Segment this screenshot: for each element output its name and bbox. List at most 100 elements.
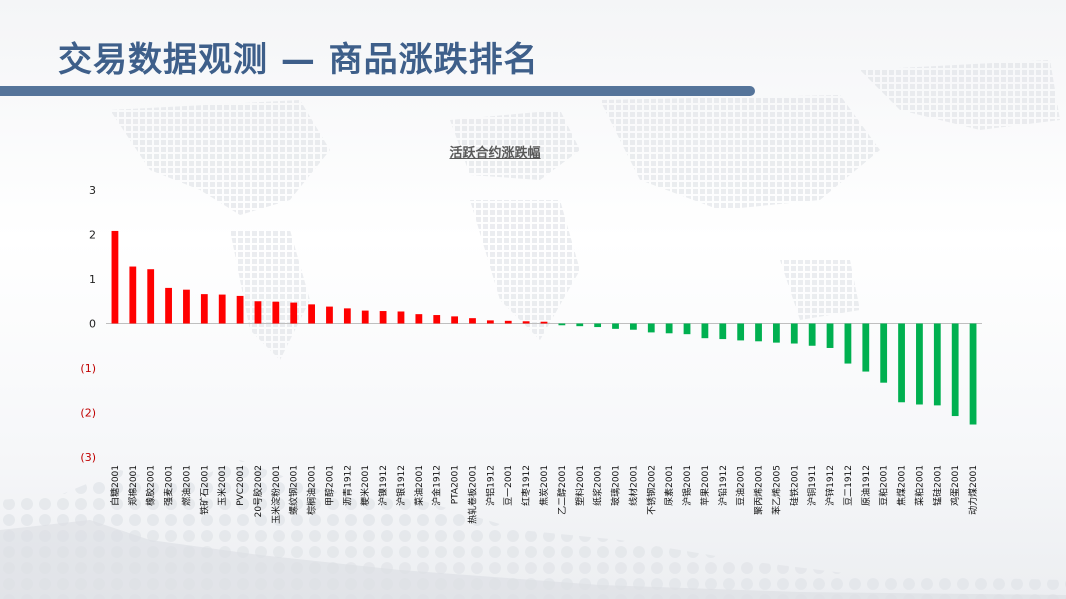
x-tick-label: 沪铅1912 (717, 465, 729, 506)
y-tick-label: (1) (80, 362, 96, 375)
x-tick-label: 菜油2001 (413, 465, 425, 506)
x-tick-label: PTA2001 (451, 465, 461, 504)
bar (951, 323, 959, 417)
bar (755, 323, 762, 342)
x-tick-label: 沪铜1911 (806, 465, 818, 506)
x-tick-label: 菜粕2001 (913, 465, 925, 506)
bar (290, 302, 298, 324)
x-tick-label: 棕榈油2001 (306, 465, 318, 515)
x-tick-label: 焦炭2001 (538, 465, 550, 506)
bar (129, 266, 137, 324)
bar (790, 323, 798, 344)
x-tick-label: 沪锡2001 (681, 465, 693, 506)
x-tick-label: 粳米2001 (359, 465, 371, 506)
x-tick-label: 鸡蛋2001 (949, 465, 961, 506)
x-tick-label: 沪锌1912 (824, 465, 836, 506)
x-tick-label: 塑料2001 (574, 465, 586, 506)
bar (379, 311, 387, 324)
x-tick-label: 豆粕2001 (878, 465, 890, 506)
bar (415, 314, 423, 324)
x-tick-label: 热轧卷板2001 (466, 465, 478, 524)
x-tick-label: 燃油2001 (180, 465, 192, 506)
bar (397, 311, 405, 324)
y-tick-label: 2 (89, 229, 96, 242)
x-tick-label: 沪铝1912 (484, 465, 496, 506)
x-tick-label: 玉米淀粉2001 (270, 465, 282, 524)
bar (933, 323, 941, 406)
x-tick-label: 沥青1912 (341, 465, 353, 506)
bar (576, 323, 584, 327)
bar (147, 269, 155, 324)
x-tick-label: 豆一2001 (503, 465, 514, 506)
x-tick-label: 苹果2001 (699, 465, 711, 506)
page-title: 交易数据观测 — 商品涨跌排名 (58, 40, 539, 80)
bar (969, 323, 977, 425)
bar (665, 323, 673, 334)
x-tick-label: 白糖2001 (109, 465, 121, 506)
x-tick-label: 原油1912 (860, 465, 872, 506)
bar (236, 295, 244, 324)
x-tick-label: 沪镍1912 (377, 465, 389, 506)
bar (701, 323, 709, 339)
bar (254, 301, 262, 324)
bar (451, 316, 459, 324)
x-tick-label: 硅铁2001 (788, 465, 800, 506)
x-tick-label: 甲醇2001 (323, 465, 335, 506)
bar (308, 304, 315, 324)
x-tick-label: 沪银1912 (395, 465, 407, 506)
x-tick-label: 乙二醇2001 (556, 465, 568, 515)
bar (540, 321, 548, 324)
x-tick-label: 豆二1912 (843, 465, 854, 506)
bar (647, 323, 655, 333)
bar (326, 306, 333, 324)
y-tick-label: 3 (89, 184, 96, 197)
x-tick-label: 锰硅2001 (931, 465, 943, 506)
bar (361, 310, 369, 324)
bar (898, 323, 905, 403)
chart-title: 活跃合约涨跌幅 (449, 146, 541, 161)
x-tick-label: 强麦2001 (163, 465, 175, 506)
x-tick-label: 橡胶2001 (145, 465, 157, 506)
bar (522, 321, 530, 324)
bar (469, 318, 476, 324)
bar (737, 323, 745, 341)
x-tick-label: 聚丙烯2001 (753, 465, 765, 515)
bar (612, 323, 619, 329)
x-tick-label: 铁矿石2001 (198, 465, 210, 515)
bar (683, 323, 691, 335)
x-tick-label: 玉米2001 (216, 465, 228, 506)
x-tick-label: 苯乙烯2005 (770, 465, 782, 515)
bar (862, 323, 870, 372)
bar (433, 315, 441, 324)
bar (183, 289, 190, 324)
x-tick-label: 线材2001 (627, 465, 639, 506)
x-tick-label: 豆油2001 (735, 465, 747, 506)
y-tick-label: 1 (89, 273, 96, 286)
y-tick-label: 0 (89, 318, 96, 331)
x-tick-label: PVC2001 (236, 465, 246, 506)
x-tick-label: 纸浆2001 (592, 465, 604, 506)
x-tick-label: 动力煤2001 (967, 465, 979, 515)
x-tick-label: 20号胶2002 (252, 465, 264, 517)
x-tick-label: 尿素2001 (663, 465, 675, 506)
bar (111, 230, 119, 324)
x-tick-label: 不锈钢2002 (645, 465, 657, 515)
title-underline-bar (0, 86, 755, 96)
x-tick-label: 郑棉2001 (127, 465, 139, 506)
bar (272, 301, 280, 324)
x-tick-label: 玻璃2001 (610, 465, 622, 506)
bar (719, 323, 727, 340)
bar (629, 323, 637, 330)
y-tick-label: (3) (80, 451, 96, 464)
bar (504, 320, 512, 324)
bar (773, 323, 780, 343)
y-tick-label: (2) (80, 407, 96, 420)
x-tick-label: 焦煤2001 (896, 465, 908, 506)
bar (486, 320, 494, 324)
bar (880, 323, 888, 383)
x-tick-label: 红枣1912 (520, 465, 532, 506)
bar (200, 294, 208, 324)
bar (218, 294, 226, 324)
